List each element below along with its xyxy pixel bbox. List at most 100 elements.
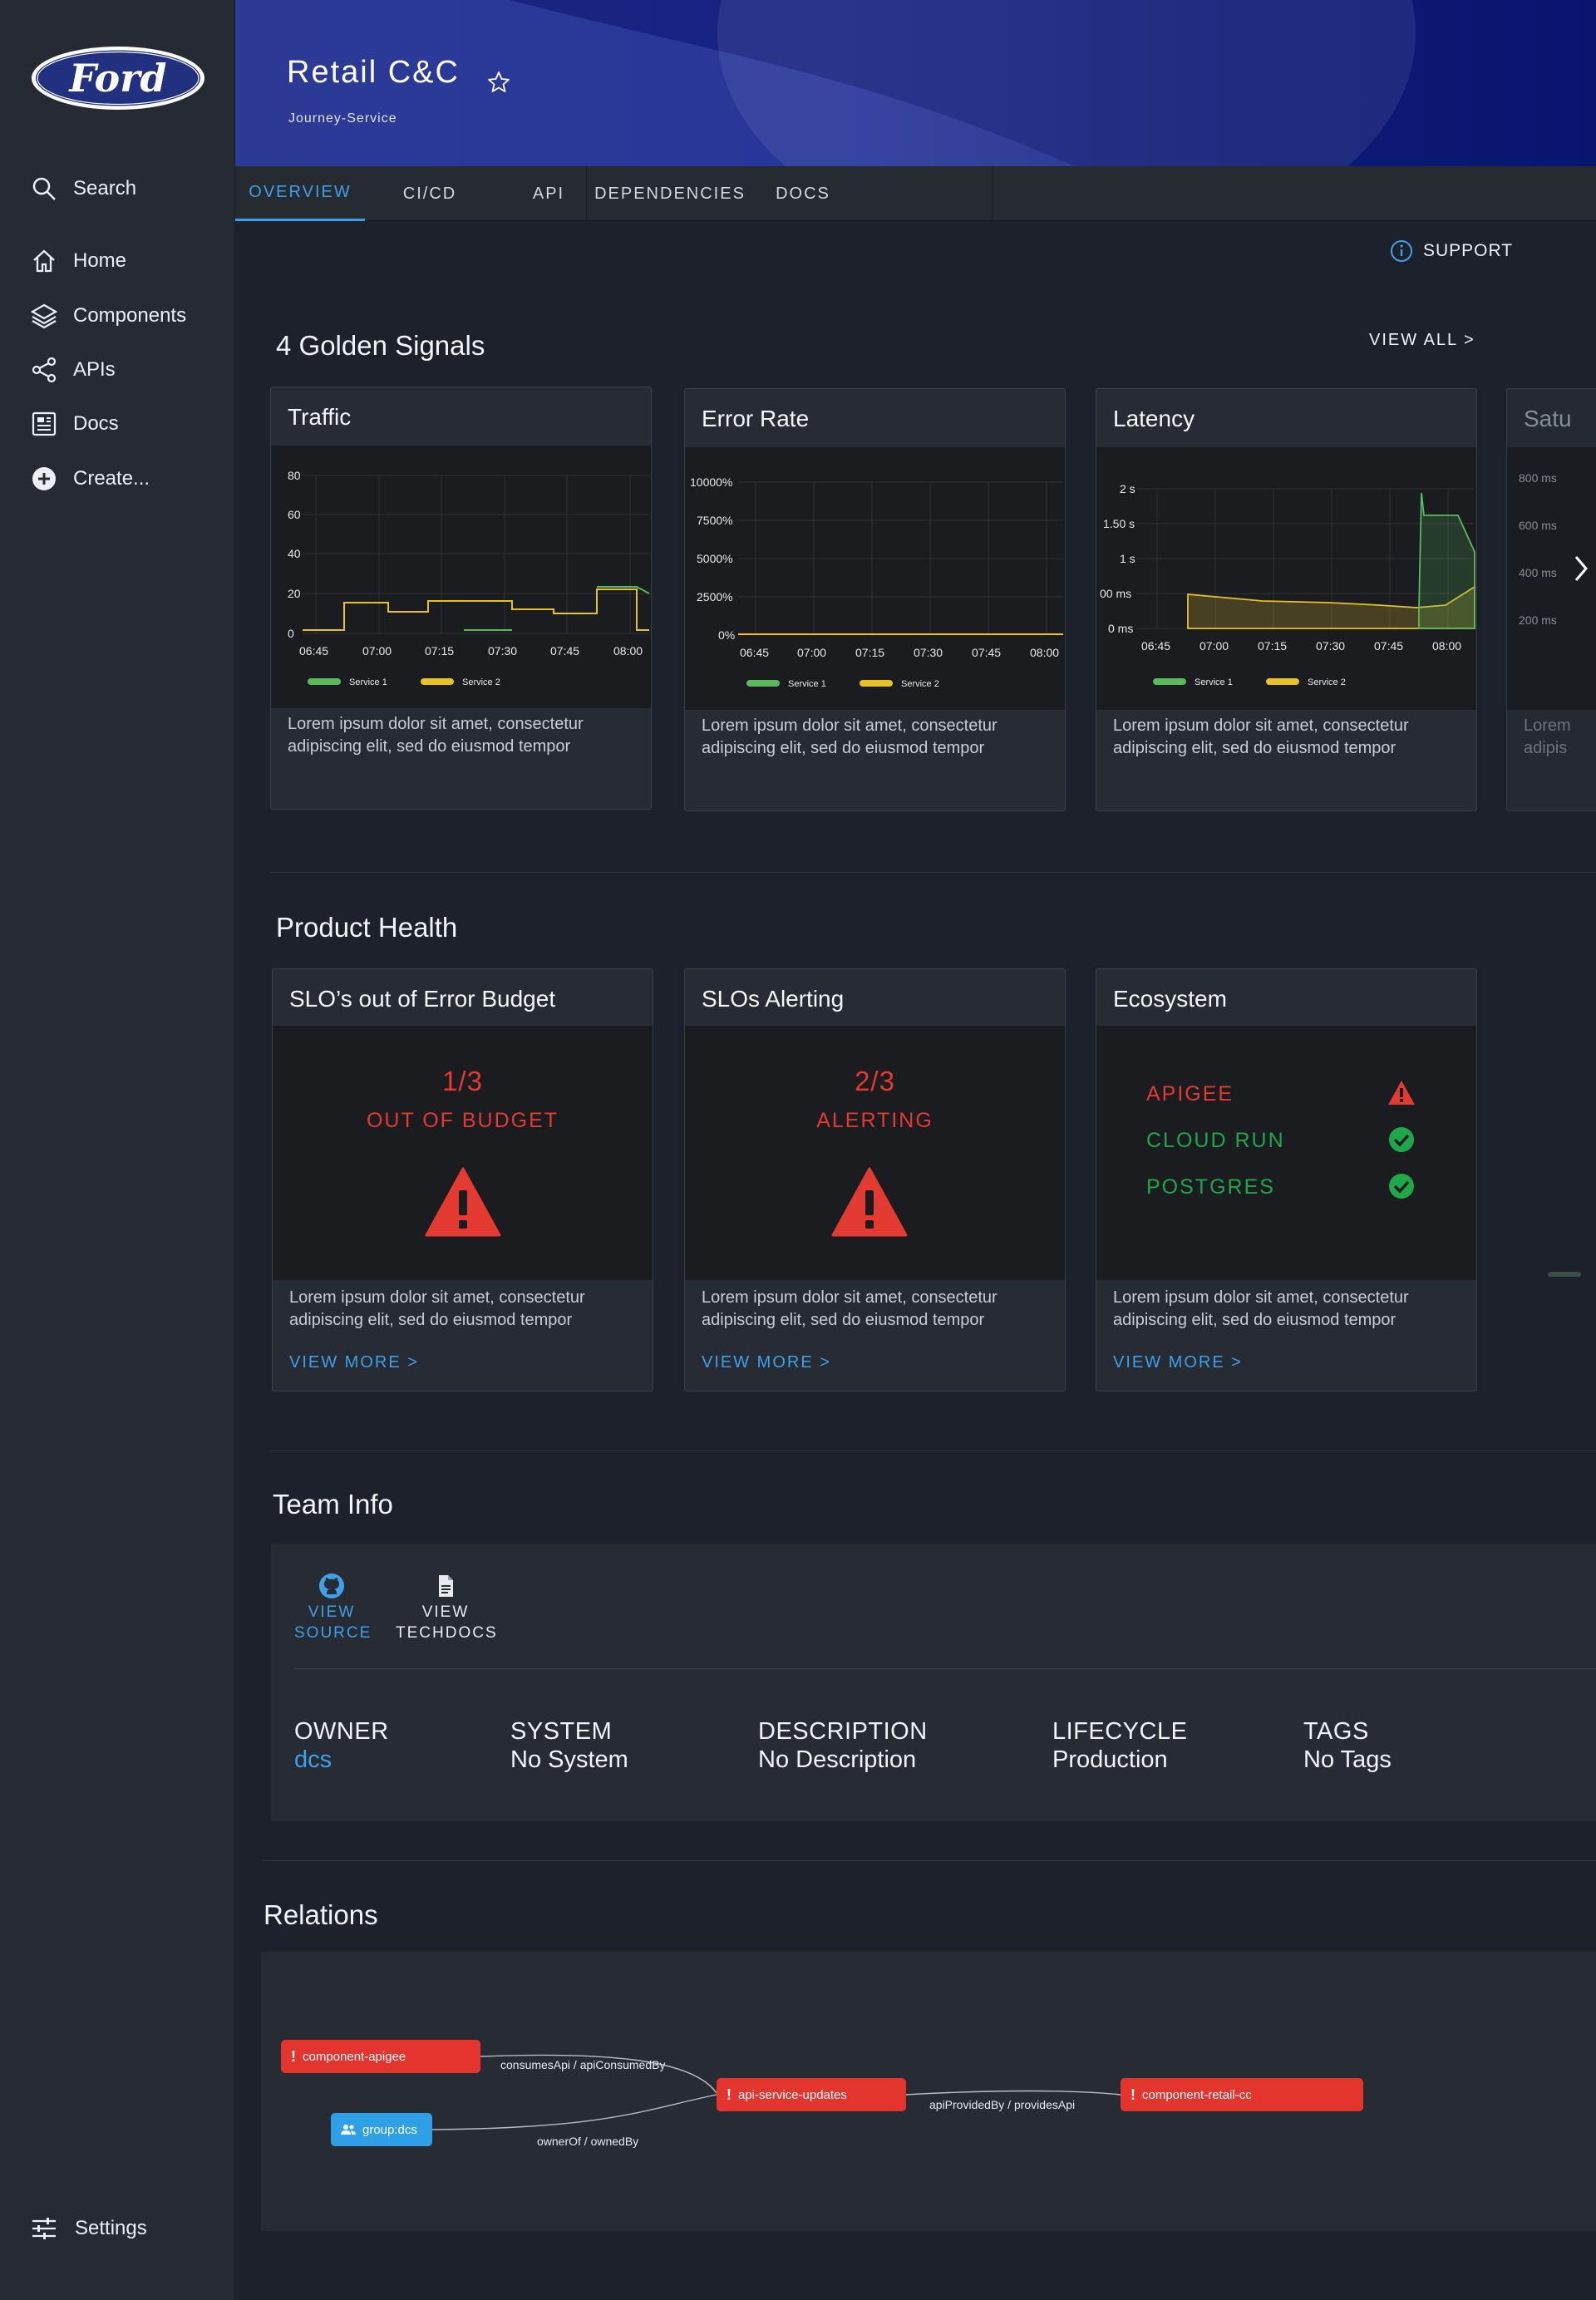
node-component-retail-cc[interactable]: ! component-retail-cc: [1121, 2078, 1363, 2111]
traffic-card-desc: Lorem ipsum dolor sit amet, consectetur …: [288, 715, 584, 756]
sidebar: Ford Search Home Components APIs Docs Cr…: [0, 0, 235, 2300]
scroll-indicator: [1548, 1272, 1581, 1277]
tab-api[interactable]: API: [532, 184, 565, 203]
slo-budget-card: SLO’s out of Error Budget 1/3 OUT OF BUD…: [272, 968, 653, 1391]
slo-budget-card-title: SLO’s out of Error Budget: [289, 986, 556, 1012]
nav-create[interactable]: Create...: [30, 465, 150, 493]
latency-chart: 2 s 1.50 s 1 s 00 ms 0 ms 06:45 07:00 07…: [1096, 447, 1476, 710]
team-info-title: Team Info: [273, 1489, 393, 1519]
slo-alerting-status: ALERTING: [816, 1109, 933, 1132]
nav-apis[interactable]: APIs: [30, 356, 116, 384]
tab-cicd[interactable]: CI/CD: [402, 184, 457, 203]
description-value: No Description: [758, 1746, 917, 1773]
nav-docs-label: Docs: [73, 412, 119, 435]
view-more-link[interactable]: VIEW MORE >: [289, 1353, 419, 1372]
slo-budget-count: 1/3: [442, 1066, 483, 1096]
node-group-dcs[interactable]: group:dcs: [331, 2113, 432, 2146]
latency-chart-svg: 2 s 1.50 s 1 s 00 ms 0 ms 06:45 07:00 07…: [1100, 482, 1475, 687]
page-title: Retail C&C: [287, 55, 460, 90]
x-tick: 07:00: [1199, 639, 1229, 653]
nav-settings-label: Settings: [75, 2217, 147, 2239]
nav-create-label: Create...: [73, 467, 150, 490]
x-tick: 07:15: [425, 644, 454, 657]
x-tick: 06:45: [299, 644, 328, 657]
y-tick: 2 s: [1120, 482, 1135, 495]
legend-service-1: Service 1: [349, 677, 387, 687]
y-tick: 5000%: [697, 552, 733, 565]
saturation-card-desc: Lorem adipis: [1524, 717, 1571, 757]
legend-service-2: Service 2: [901, 679, 939, 689]
ecosystem-item-cloud-run: CLOUD RUN: [1146, 1125, 1414, 1159]
support-button[interactable]: SUPPORT: [1390, 239, 1513, 263]
view-techdocs-link[interactable]: VIEW TECHDOCS: [396, 1572, 498, 1643]
y-tick: 80: [288, 469, 301, 482]
legend-service-2: Service 2: [462, 677, 500, 687]
view-more-link[interactable]: VIEW MORE >: [702, 1353, 831, 1372]
view-source-label-2: SOURCE: [294, 1624, 372, 1642]
x-tick: 06:45: [740, 646, 769, 659]
view-source-link[interactable]: VIEW SOURCE: [294, 1572, 372, 1643]
edge-label-primary: apiProvidedBy: [929, 2098, 1005, 2111]
error-icon: !: [727, 2086, 732, 2103]
nav-settings[interactable]: Settings: [30, 2214, 147, 2243]
edge-label-owner: ownerOf / ownedBy: [537, 2135, 638, 2148]
x-tick: 07:30: [914, 646, 943, 659]
nav-components[interactable]: Components: [30, 302, 186, 330]
ecosystem-card-desc: Lorem ipsum dolor sit amet, consectetur …: [1113, 1288, 1409, 1329]
description-label: DESCRIPTION: [758, 1718, 928, 1745]
series-service-2-line: [303, 589, 649, 631]
ford-logo[interactable]: Ford: [30, 45, 206, 111]
y-tick: 20: [288, 587, 301, 600]
warning-icon: [831, 1167, 908, 1237]
settings-sliders-icon: [32, 2218, 56, 2239]
node-component-apigee[interactable]: ! component-apigee: [281, 2040, 480, 2073]
x-tick: 08:00: [1030, 646, 1059, 659]
traffic-card-title: Traffic: [288, 404, 352, 430]
y-tick: 00 ms: [1100, 587, 1131, 600]
tab-dependencies[interactable]: DEPENDENCIES: [594, 184, 746, 203]
share-icon: [32, 357, 57, 383]
nav-home-label: Home: [73, 249, 127, 272]
y-tick: 10000%: [690, 475, 732, 489]
tags-label: TAGS: [1303, 1718, 1369, 1745]
y-tick: 600 ms: [1519, 519, 1557, 532]
y-tick: 60: [288, 508, 301, 521]
y-tick: 400 ms: [1519, 566, 1557, 579]
warning-icon: [425, 1167, 501, 1237]
owner-value-link[interactable]: dcs: [294, 1746, 332, 1773]
legend-swatch-service-1: [1153, 678, 1186, 685]
scroll-right-chevron-icon[interactable]: [1571, 554, 1591, 584]
legend-swatch-service-2: [860, 680, 893, 687]
slo-alerting-card-title: SLOs Alerting: [702, 986, 845, 1012]
legend-service-1: Service 1: [788, 679, 826, 689]
x-tick: 07:45: [1374, 639, 1403, 653]
series-service-1-line: [464, 586, 650, 631]
latency-card: Latency 2 s 1.50 s 1 s 00 ms 0 ms 06:45 …: [1096, 388, 1477, 811]
traffic-card: Traffic 80 60 40 20 0 06:45 07:00 07:15 …: [270, 387, 652, 810]
nav-search[interactable]: Search: [30, 175, 136, 203]
team-info-panel: VIEW SOURCE VIEW TECHDOCS OWNER dcs SYST…: [271, 1544, 1596, 1821]
nav-home[interactable]: Home: [30, 247, 126, 275]
logo-text: Ford: [67, 56, 166, 101]
saturation-chart-svg: 800 ms 600 ms 400 ms 200 ms: [1519, 471, 1557, 627]
y-tick: 200 ms: [1519, 613, 1557, 627]
x-tick: 07:15: [1258, 639, 1287, 653]
node-api-service-updates[interactable]: ! api-service-updates: [717, 2078, 906, 2111]
tab-docs[interactable]: DOCS: [776, 184, 830, 203]
view-all-link[interactable]: VIEW ALL >: [1369, 331, 1475, 349]
y-tick: 0 ms: [1108, 622, 1133, 635]
view-more-link[interactable]: VIEW MORE >: [1113, 1353, 1243, 1372]
home-icon: [33, 249, 55, 273]
x-tick: 06:45: [1141, 639, 1170, 653]
nav-docs[interactable]: Docs: [30, 410, 119, 438]
slo-alerting-card-body: 2/3 ALERTING: [685, 1026, 1065, 1280]
star-icon[interactable]: [486, 70, 511, 95]
tab-overview[interactable]: OVERVIEW: [235, 166, 365, 221]
edge-label-secondary: / apiConsumedBy: [570, 2058, 666, 2071]
node-label: component-retail-cc: [1142, 2087, 1252, 2102]
edge-label-secondary: / ownedBy: [580, 2135, 639, 2148]
y-tick: 40: [288, 547, 301, 560]
layers-icon: [30, 303, 58, 329]
view-techdocs-label-2: TECHDOCS: [396, 1624, 498, 1642]
support-label: SUPPORT: [1423, 241, 1514, 260]
